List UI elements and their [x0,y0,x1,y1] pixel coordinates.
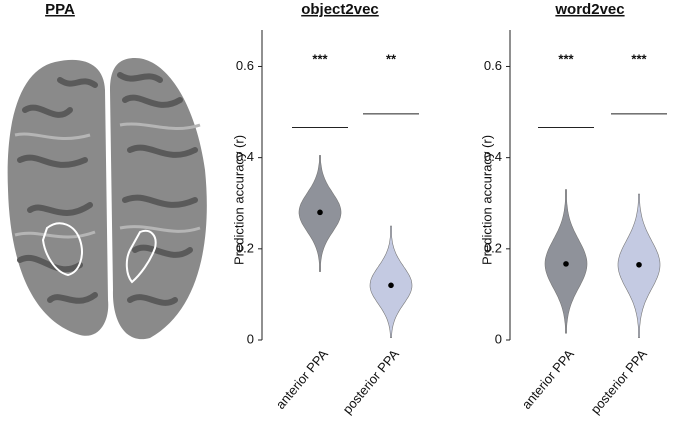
chart-title: object2vec [301,1,379,18]
y-tick-label: 0 [247,331,254,346]
violin [369,225,413,338]
x-tick-label: posterior PPA [587,346,650,417]
x-tick-label: anterior PPA [273,346,331,412]
y-axis-label: Prediction accuracy (r) [479,135,494,265]
y-tick-label: 0.2 [484,240,502,255]
x-tick-label: anterior PPA [519,346,577,412]
significance-stars: *** [631,51,647,66]
panel-title: PPA [45,1,75,18]
mean-dot [317,209,323,216]
mean-dot [636,261,642,268]
y-tick-label: 0.2 [236,240,254,255]
y-tick-label: 0.6 [484,58,502,73]
y-tick-label: 0.6 [236,58,254,73]
y-tick-label: 0 [495,331,502,346]
y-tick-label: 0.4 [484,149,502,164]
mean-dot [563,261,569,267]
brain-image [7,58,207,340]
significance-stars: ** [386,51,397,66]
x-tick-label: posterior PPA [339,346,402,417]
y-tick-label: 0.4 [236,149,254,164]
mean-dot [388,282,394,289]
chart-title: word2vec [554,1,624,18]
significance-stars: *** [558,51,574,66]
y-axis-label: Prediction accuracy (r) [231,135,246,265]
significance-stars: *** [312,51,328,66]
